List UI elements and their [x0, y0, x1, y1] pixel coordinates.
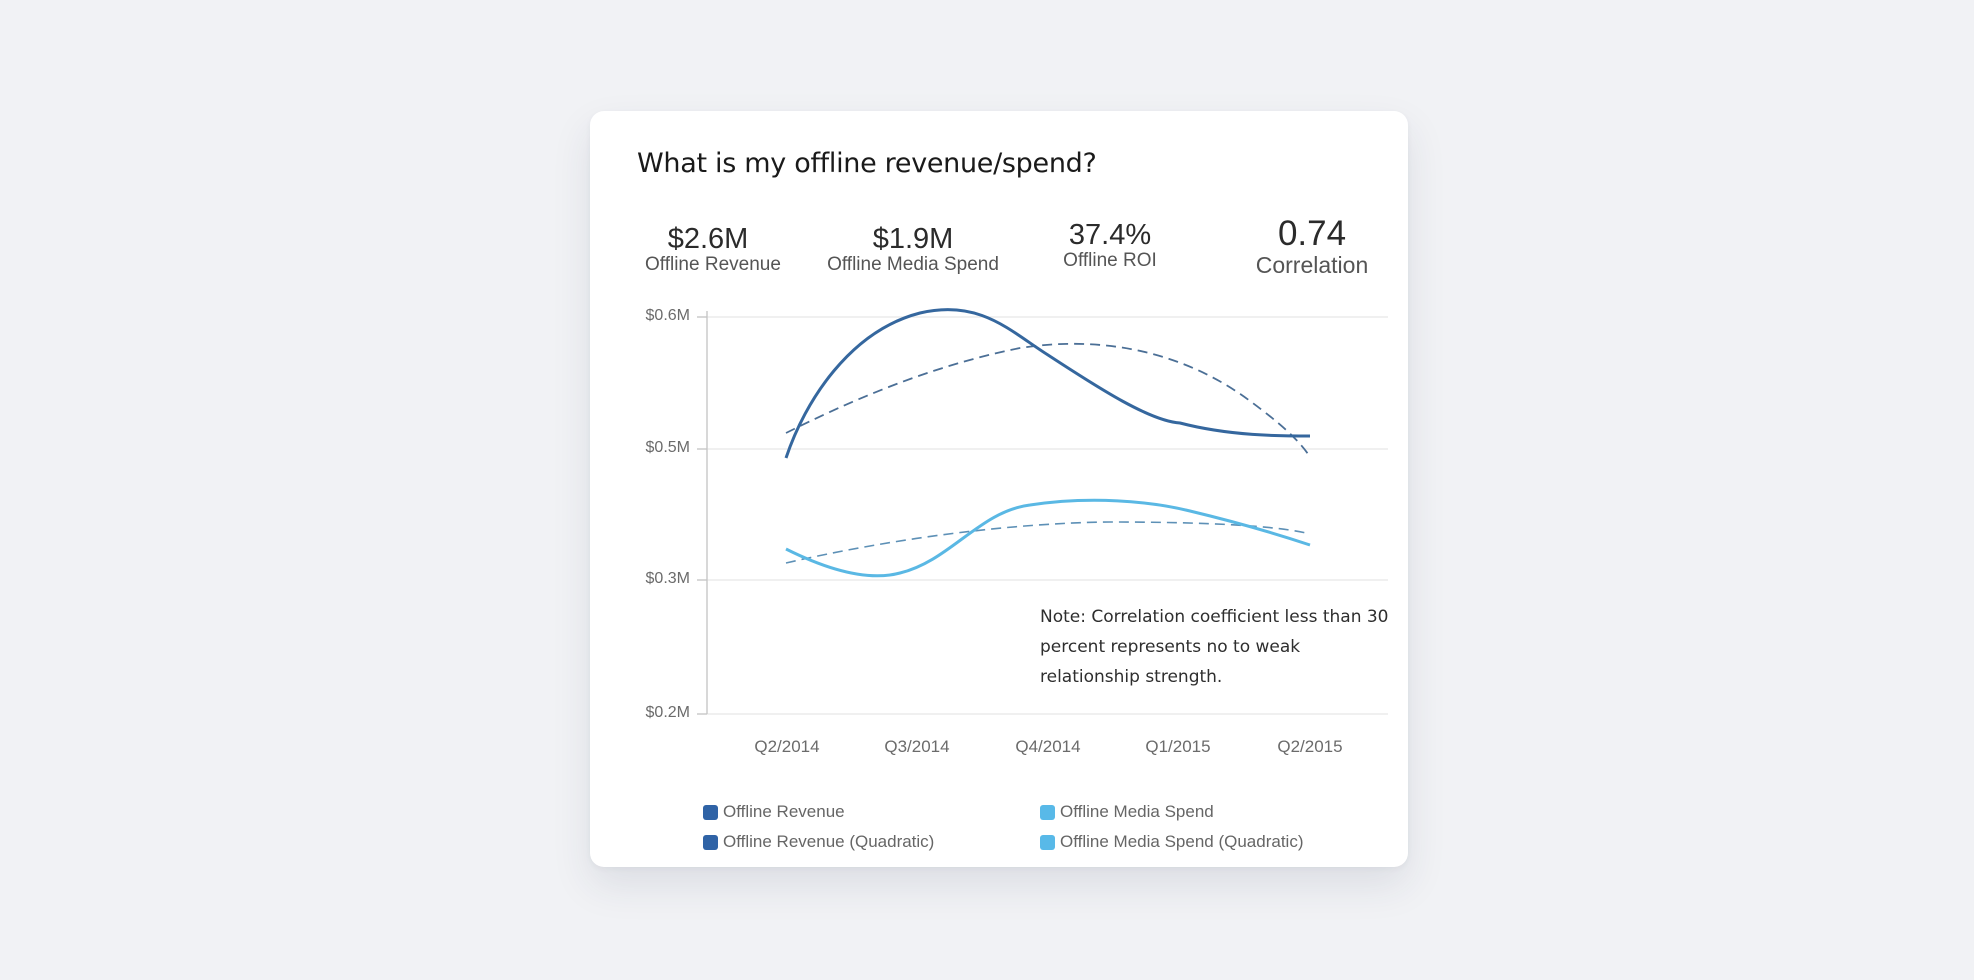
- chart-title: What is my offline revenue/spend?: [637, 148, 1097, 179]
- legend-label: Offline Media Spend (Quadratic): [1060, 832, 1304, 851]
- legend-label: Offline Media Spend: [1060, 802, 1214, 821]
- x-tick-label: Q1/2015: [1145, 737, 1211, 756]
- legend-item-offline-media-spend[interactable]: Offline Media Spend: [1040, 802, 1214, 822]
- x-tick-label: Q4/2014: [1015, 737, 1081, 756]
- metric-value: $1.9M: [872, 223, 954, 255]
- y-tick-label: $0.3M: [645, 570, 690, 587]
- series-offline-revenue-quadratic: [785, 342, 1311, 458]
- y-tick-label: $0.2M: [645, 704, 690, 721]
- correlation-note: Note: Correlation coefficient less than …: [1040, 607, 1389, 687]
- metric-label: Offline Media Spend: [827, 254, 999, 275]
- metric-label: Offline Revenue: [645, 254, 781, 275]
- x-tick-label: Q2/2014: [754, 737, 820, 756]
- legend-item-offline-revenue-quadratic[interactable]: Offline Revenue (Quadratic): [703, 832, 934, 852]
- y-axis: [697, 311, 708, 715]
- x-tick-label: Q2/2015: [1277, 737, 1343, 756]
- metric-offline-roi: 37.4% Offline ROI: [1050, 219, 1170, 272]
- metric-correlation: 0.74 Correlation: [1242, 214, 1382, 279]
- metric-offline-revenue: $2.6M Offline Revenue: [645, 223, 781, 276]
- legend-swatch-icon: [703, 834, 718, 850]
- metric-value: $2.6M: [667, 223, 749, 255]
- legend-swatch-icon: [703, 804, 718, 820]
- gridlines: [707, 316, 1388, 715]
- x-tick-label: Q3/2014: [884, 737, 950, 756]
- legend-label: Offline Revenue (Quadratic): [723, 832, 935, 851]
- y-tick-label: $0.6M: [645, 307, 690, 324]
- chart-card: What is my offline revenue/spend? $2.6M …: [590, 111, 1408, 867]
- metric-offline-media-spend: $1.9M Offline Media Spend: [818, 223, 1008, 276]
- metric-label: Offline ROI: [1063, 250, 1157, 271]
- series-offline-media-spend: [785, 498, 1311, 578]
- series-offline-revenue: [784, 308, 1311, 459]
- metric-label: Correlation: [1255, 252, 1369, 278]
- legend-swatch-icon: [1040, 804, 1055, 820]
- legend-item-offline-revenue[interactable]: Offline Revenue: [703, 802, 845, 822]
- legend-swatch-icon: [1040, 834, 1055, 850]
- metric-value: 37.4%: [1068, 219, 1152, 251]
- legend-label: Offline Revenue: [723, 802, 845, 821]
- metric-value: 0.74: [1277, 214, 1347, 253]
- legend-item-offline-media-spend-quadratic[interactable]: Offline Media Spend (Quadratic): [1040, 832, 1303, 852]
- y-tick-label: $0.5M: [645, 439, 690, 456]
- line-chart: [697, 308, 1388, 715]
- series-offline-media-spend-quadratic: [785, 521, 1311, 564]
